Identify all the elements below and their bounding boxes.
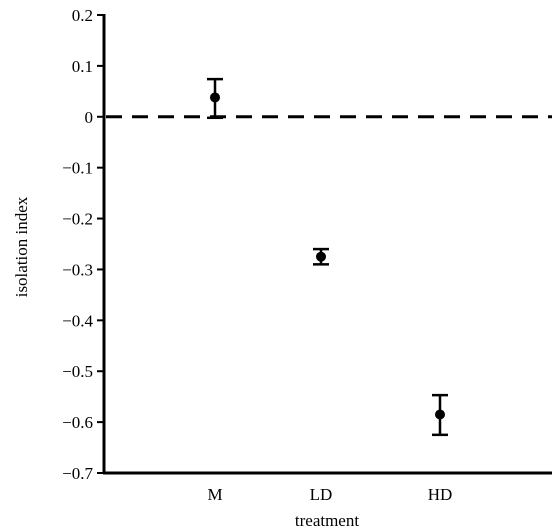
point-marker — [210, 92, 220, 103]
y-tick-label: 0.2 — [72, 6, 93, 25]
x-tick-label: M — [207, 485, 222, 504]
data-points — [207, 77, 448, 437]
y-tick-label: 0.1 — [72, 57, 93, 76]
y-tick-label: −0.4 — [62, 311, 93, 330]
y-tick-label: −0.7 — [62, 464, 93, 483]
y-tick-label: 0 — [85, 108, 94, 127]
axes — [102, 14, 552, 475]
y-axis-ticks: 0.2 0.1 0 −0.1 −0.2 −0.3 −0.4 −0.5 −0.6 −0.7 — [62, 6, 104, 483]
data-point-ld — [313, 247, 329, 266]
y-tick-label: −0.5 — [62, 362, 93, 381]
x-axis-label: treatment — [295, 511, 359, 530]
data-point-hd — [432, 393, 448, 437]
y-axis-label: isolation index — [12, 196, 31, 297]
data-point-m — [207, 77, 223, 120]
x-tick-label: HD — [428, 485, 453, 504]
y-tick-label: −0.3 — [62, 260, 93, 279]
point-marker — [435, 409, 445, 420]
y-tick-label: −0.1 — [62, 159, 93, 178]
x-axis-ticks: M LD HD — [207, 485, 452, 504]
y-tick-label: −0.6 — [62, 413, 93, 432]
point-marker — [316, 251, 326, 262]
x-tick-label: LD — [310, 485, 333, 504]
y-tick-label: −0.2 — [62, 210, 93, 229]
